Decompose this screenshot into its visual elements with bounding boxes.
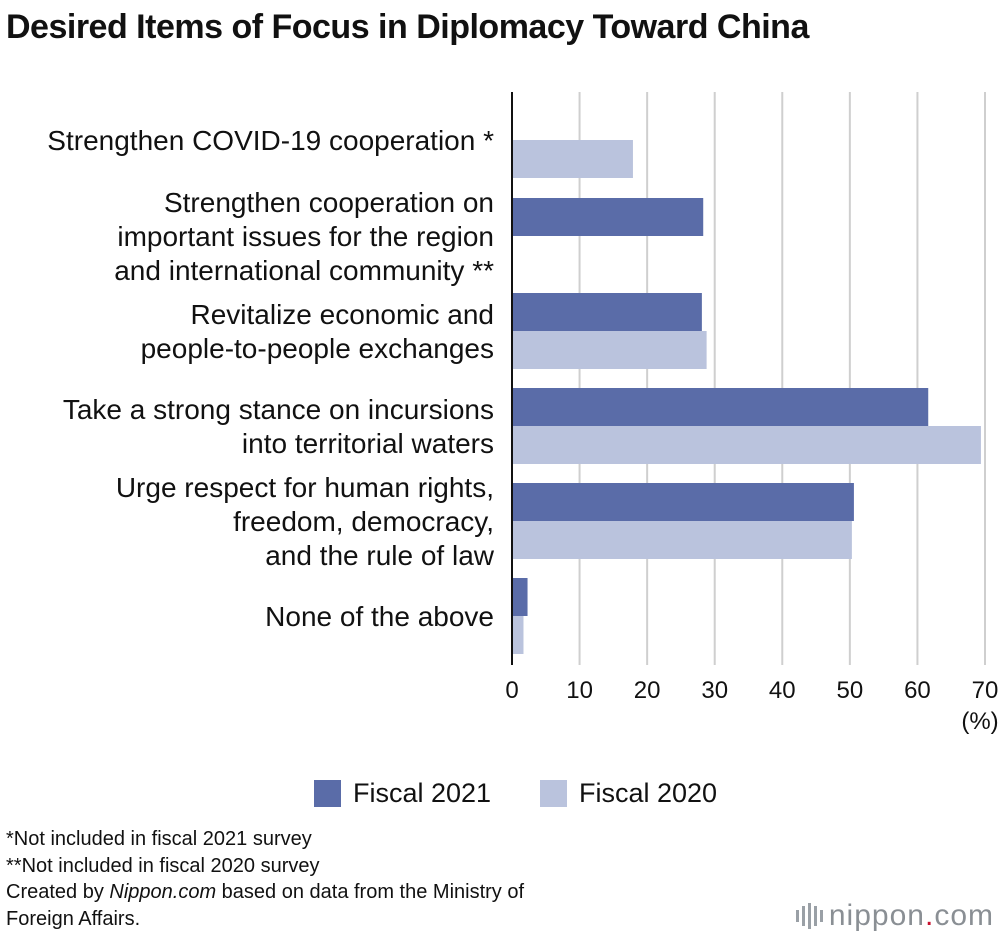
bar-fiscal-2020-3: [512, 426, 981, 464]
category-label-0: Strengthen COVID-19 cooperation *: [47, 125, 494, 156]
category-label-3: Take a strong stance on incursions into t…: [63, 394, 494, 459]
credit-source: Nippon.com: [109, 881, 217, 903]
nippon-logo: nippon.com: [795, 896, 994, 936]
x-tick-label-40: 40: [769, 677, 796, 704]
bar-fiscal-2020-2: [512, 331, 707, 369]
bar-fiscal-2021-5: [512, 578, 528, 616]
x-tick-label-50: 50: [837, 677, 864, 704]
chart-title: Desired Items of Focus in Diplomacy Towa…: [6, 8, 809, 46]
credit-prefix: Created by: [6, 881, 110, 903]
legend-item-fiscal-2020: Fiscal 2020: [540, 778, 717, 809]
x-tick-label-60: 60: [904, 677, 931, 704]
legend-label-fiscal-2021: Fiscal 2021: [353, 778, 492, 808]
bar-fiscal-2020-4: [512, 521, 852, 559]
credit-suffix: based on data from the Ministry of: [216, 881, 525, 903]
source-credit-line2: Foreign Affairs.: [6, 907, 141, 930]
category-label-2: Revitalize economic and people-to-people …: [141, 299, 494, 364]
logo-bars-icon: [795, 903, 823, 929]
footnote-fiscal-2021: *Not included in fiscal 2021 survey: [6, 828, 312, 850]
legend-swatch-fiscal-2020: [540, 780, 567, 807]
bar-fiscal-2021-3: [512, 388, 929, 426]
x-tick-label-0: 0: [505, 677, 518, 704]
source-credit: Created by Nippon.com based on data from…: [6, 879, 524, 906]
x-tick-label-30: 30: [701, 677, 728, 704]
legend-item-fiscal-2021: Fiscal 2021: [314, 778, 491, 809]
legend-swatch-fiscal-2021: [314, 780, 341, 807]
x-tick-label-70: 70: [972, 677, 999, 704]
bar-fiscal-2020-5: [512, 616, 524, 654]
category-label-1: Strengthen cooperation on important issue…: [114, 187, 494, 286]
x-tick-label-20: 20: [634, 677, 661, 704]
footnote-fiscal-2020: **Not included in fiscal 2020 survey: [6, 854, 320, 877]
bar-chart: 0 10 20 30 40 50 60 70 (%) Strengthen COVID-19 co…: [47, 92, 999, 735]
bar-fiscal-2021-2: [512, 293, 702, 331]
x-unit-label: (%): [961, 708, 998, 735]
footnotes: *Not included in fiscal 2021 survey **No…: [6, 826, 524, 932]
legend: Fiscal 2021 Fiscal 2020: [0, 778, 1000, 818]
x-tick-label-10: 10: [566, 677, 593, 704]
legend-label-fiscal-2020: Fiscal 2020: [579, 778, 718, 808]
bar-fiscal-2021-4: [512, 483, 854, 521]
category-label-4: Urge respect for human rights, freedom, d…: [116, 472, 495, 571]
bar-fiscal-2020-0: [512, 140, 633, 178]
logo-text: nippon.com: [828, 899, 994, 932]
bar-fiscal-2021-1: [512, 198, 704, 236]
category-label-5: None of the above: [265, 601, 494, 632]
